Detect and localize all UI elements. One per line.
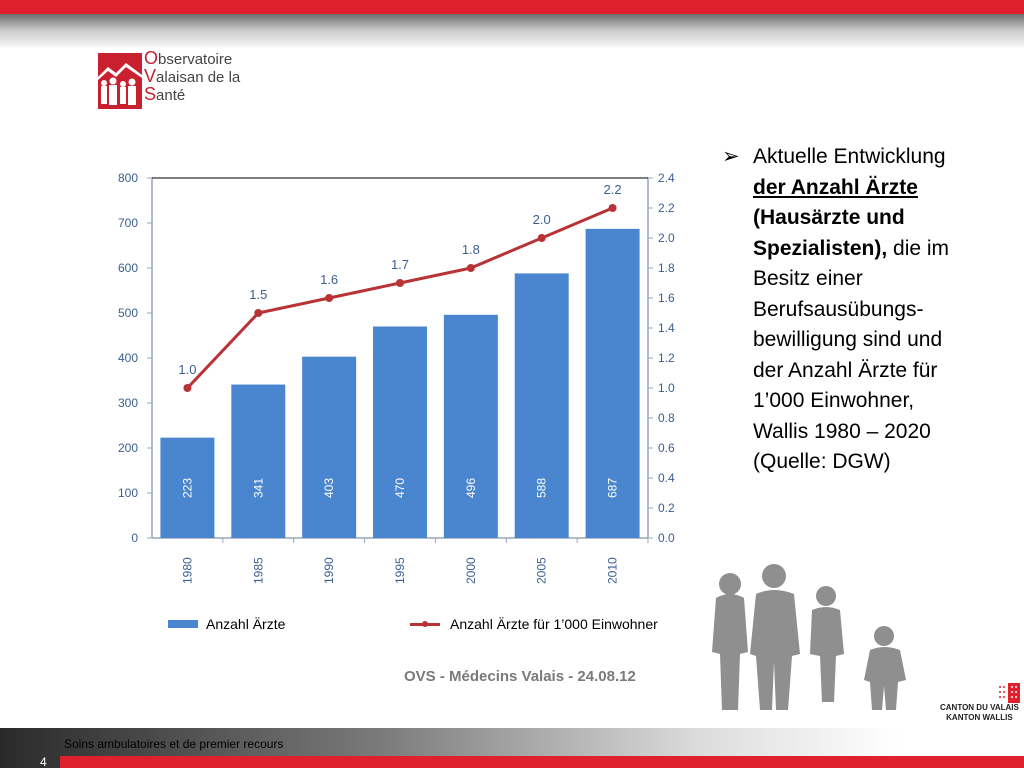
y2-tick-label: 1.0 <box>658 381 675 395</box>
bar <box>373 326 427 538</box>
y-tick-label: 500 <box>118 306 138 320</box>
line-point <box>608 204 617 212</box>
bar <box>514 273 569 538</box>
bullet-text: Aktuelle Entwicklung der Anzahl Ärzte (H… <box>753 145 950 473</box>
legend-bars-label: Anzahl Ärzte <box>206 616 286 632</box>
bar-value-label: 588 <box>535 478 549 498</box>
footer-red-bar <box>60 756 1024 768</box>
y2-tick-label: 0.6 <box>658 441 675 455</box>
bar-value-label: 403 <box>322 478 336 498</box>
y2-tick-label: 1.4 <box>658 321 675 335</box>
y2-tick-label: 2.2 <box>658 201 675 215</box>
logo-people-icon <box>98 53 142 109</box>
bar <box>585 228 640 538</box>
line-point <box>396 279 404 287</box>
y-tick-label: 100 <box>118 486 138 500</box>
legend-line-swatch <box>410 620 440 627</box>
line-value-label: 1.5 <box>249 287 267 302</box>
bar-value-label: 223 <box>180 478 194 498</box>
bar-value-label: 341 <box>251 478 265 498</box>
x-tick-label: 1990 <box>322 557 336 584</box>
x-tick-label: 1985 <box>251 557 265 584</box>
bar-value-label: 687 <box>606 478 620 498</box>
y-tick-label: 600 <box>118 261 138 275</box>
line-point <box>183 384 192 392</box>
legend-item-line: Anzahl Ärzte für 1’000 Einwohner <box>410 616 658 632</box>
y-tick-label: 400 <box>118 351 138 365</box>
footer-title: Soins ambulatoires et de premier recours <box>64 737 284 751</box>
family-silhouette-icon <box>706 562 920 710</box>
y-tick-label: 0 <box>131 531 138 545</box>
logo-text: Observatoire Valaisan de la Santé <box>144 48 241 104</box>
line-point <box>325 294 334 302</box>
legend-item-bars: Anzahl Ärzte <box>168 616 285 632</box>
bullet-point: ➢ Aktuelle Entwicklung der Anzahl Ärzte … <box>722 142 968 478</box>
y2-tick-label: 0.4 <box>658 471 675 485</box>
line-value-label: 2.0 <box>533 212 551 227</box>
bar <box>160 437 215 538</box>
line-point <box>466 264 475 272</box>
canton-text: CANTON DU VALAIS KANTON WALLIS <box>940 703 1019 722</box>
y2-tick-label: 1.8 <box>658 261 675 275</box>
bar <box>302 356 357 538</box>
y2-tick-label: 0.2 <box>658 501 675 515</box>
line-point <box>537 234 546 242</box>
line-value-label: 1.8 <box>462 242 480 257</box>
line-value-label: 1.7 <box>391 257 409 272</box>
x-tick-label: 1995 <box>393 557 407 584</box>
top-banner <box>0 0 1024 48</box>
line-point <box>254 309 263 317</box>
canton-flag-icon <box>996 683 1020 703</box>
bar <box>231 384 286 538</box>
y-tick-label: 200 <box>118 441 138 455</box>
line-value-label: 1.0 <box>178 362 196 377</box>
y-tick-label: 300 <box>118 396 138 410</box>
x-tick-label: 2005 <box>535 557 549 584</box>
y2-tick-label: 2.0 <box>658 231 675 245</box>
x-tick-label: 2010 <box>606 557 620 584</box>
arrow-bullet-icon: ➢ <box>722 145 740 168</box>
y2-tick-label: 1.6 <box>658 291 675 305</box>
bar-value-label: 496 <box>464 478 478 498</box>
legend-bar-swatch <box>168 620 198 628</box>
y-tick-label: 700 <box>118 216 138 230</box>
y2-tick-label: 0.8 <box>658 411 675 425</box>
x-tick-label: 2000 <box>464 557 478 584</box>
bar-value-label: 470 <box>393 478 407 498</box>
y-tick-label: 800 <box>118 171 138 185</box>
page-number: 4 <box>40 755 47 769</box>
x-tick-label: 1980 <box>180 557 194 584</box>
canton-valais-logo: CANTON DU VALAIS KANTON WALLIS <box>926 683 1024 727</box>
chart-source: OVS - Médecins Valais - 24.08.12 <box>404 668 636 685</box>
line-value-label: 1.6 <box>320 272 338 287</box>
y2-tick-label: 1.2 <box>658 351 675 365</box>
bar <box>443 314 498 538</box>
y2-tick-label: 2.4 <box>658 171 675 185</box>
chart-svg: 0 100 200 300 400 500 600 700 800 0.0 0.2 0.4 0.6 0.8… <box>118 171 675 584</box>
legend-line-label: Anzahl Ärzte für 1’000 Einwohner <box>450 616 658 632</box>
y2-tick-label: 0.0 <box>658 531 675 545</box>
doctors-chart: 0 100 200 300 400 500 600 700 800 0.0 0.2 0.4 0.6 0.8… <box>96 160 696 590</box>
chart-legend: Anzahl Ärzte Anzahl Ärzte für 1’000 Einw… <box>168 616 728 636</box>
ovs-logo: Observatoire Valaisan de la Santé <box>98 48 252 112</box>
line-value-label: 2.2 <box>604 182 622 197</box>
